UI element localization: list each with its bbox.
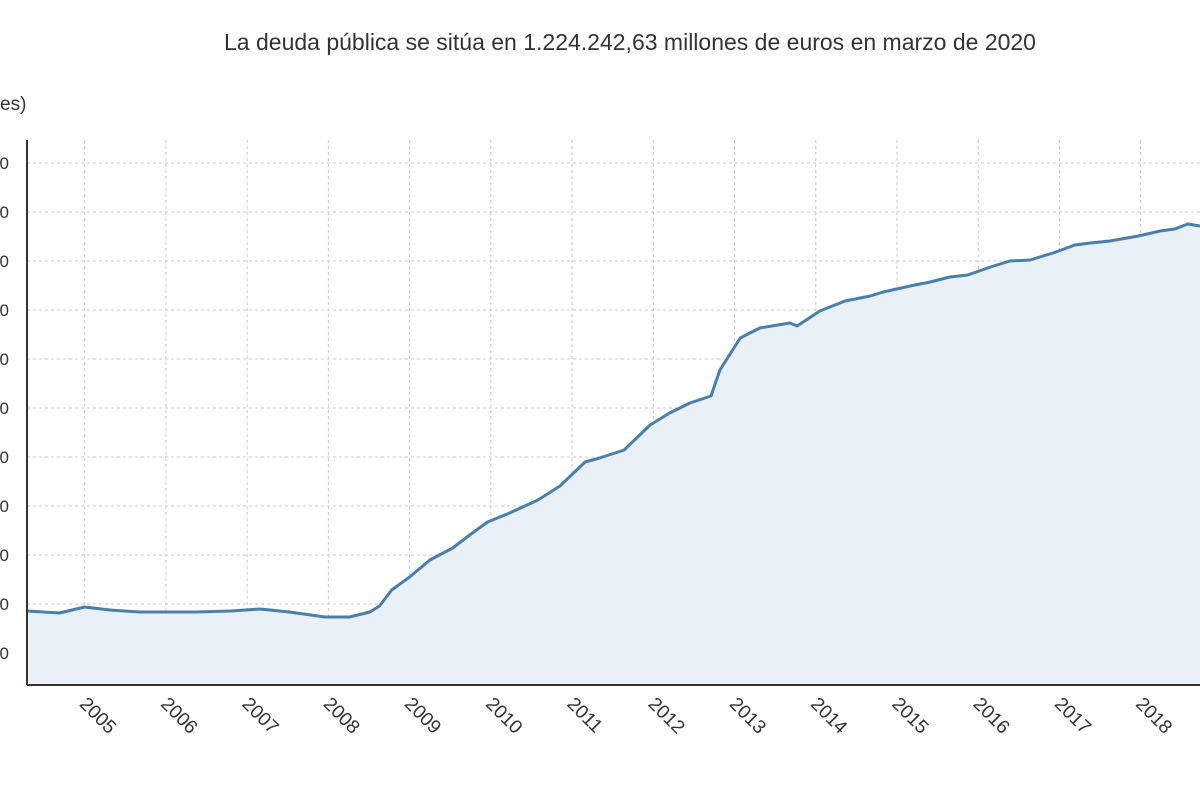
y-axis-label: es): [0, 94, 26, 115]
y-tick-label: 600.000: [0, 497, 9, 516]
x-tick-label: 2013: [725, 694, 770, 739]
x-tick-label: 2010: [481, 694, 526, 739]
x-tick-label: 2006: [156, 694, 201, 739]
x-tick-label: 2009: [400, 694, 445, 739]
y-tick-label: 1.300.000: [0, 154, 9, 173]
x-tick-label: 2012: [644, 694, 689, 739]
x-tick-label: 2014: [806, 694, 851, 739]
y-tick-label: 1.100.000: [0, 252, 9, 271]
x-tick-label: 2008: [319, 694, 364, 739]
y-tick-label: 400.000: [0, 595, 9, 614]
x-tick-label: 2007: [238, 694, 283, 739]
y-tick-label: 1.000.000: [0, 301, 9, 320]
line: [26, 222, 1200, 619]
chart-title: La deuda pública se sitúa en 1.224.242,6…: [224, 29, 1036, 55]
x-tick-label: 2005: [75, 694, 120, 739]
y-tick-label: 800.000: [0, 399, 9, 418]
y-tick-label: 300.000: [0, 644, 9, 663]
x-tick-label: 2015: [887, 694, 932, 739]
x-tick-label: 2011: [563, 694, 607, 738]
y-tick-label: 500.000: [0, 546, 9, 565]
x-tick-label: 2016: [969, 694, 1014, 739]
x-tick-label: 2018: [1131, 694, 1176, 739]
x-tick-label: 2017: [1050, 694, 1095, 739]
y-tick-label: 900.000: [0, 350, 9, 369]
y-tick-label: 1.200.000: [0, 203, 9, 222]
y-tick-label: 700.000: [0, 448, 9, 467]
